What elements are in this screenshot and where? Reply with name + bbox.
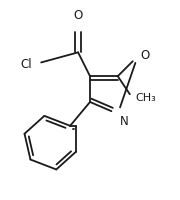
Text: Cl: Cl (21, 58, 32, 71)
Text: O: O (141, 49, 150, 62)
Text: CH₃: CH₃ (136, 93, 156, 103)
Text: O: O (73, 9, 83, 22)
Text: N: N (120, 115, 129, 128)
